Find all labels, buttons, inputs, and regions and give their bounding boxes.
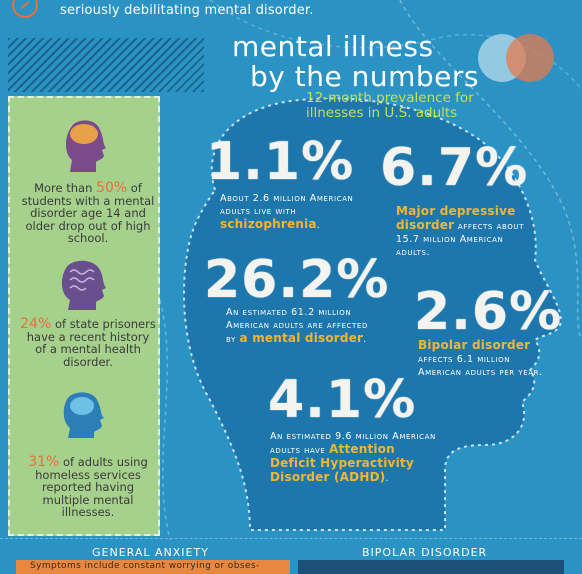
hatch-decoration [8, 38, 204, 92]
stat-depression-value: 6.7% [380, 138, 529, 198]
stat-adhd-value: 4.1% [268, 370, 417, 430]
stat-mental-disorder-value: 26.2% [204, 250, 390, 310]
page-subtitle: 12-month prevalence for illnesses in U.S… [306, 90, 474, 121]
stat-depression-desc: Major depressive disorder affects about … [396, 204, 524, 259]
anxiety-snippet: Symptoms include constant worrying or ob… [30, 561, 260, 571]
head-profile-icon [66, 120, 106, 172]
stat-adhd-desc: An estimated 9.6 million American adults… [270, 431, 436, 484]
page-title-line2: by the numbers [250, 60, 479, 93]
bipolar-banner [298, 560, 564, 574]
decorative-circle [506, 34, 554, 82]
page-title-line1: mental illness [232, 30, 434, 63]
arrow-icon [12, 0, 38, 18]
stat-bipolar-value: 2.6% [414, 282, 563, 342]
brain-head-icon [61, 260, 106, 310]
stat-schizophrenia-desc: About 2.6 million American adults live w… [220, 193, 354, 231]
section-divider [0, 538, 582, 540]
fact-prisoners: 24% of state prisoners have a recent his… [20, 316, 156, 369]
fact-homeless: 31% of adults using homeless services re… [28, 454, 148, 519]
top-strip: seriously debilitating mental disorder. [0, 0, 582, 24]
stat-bipolar-desc: Bipolar disorder affects 6.1 million Ame… [418, 338, 543, 379]
section-label-anxiety: GENERAL ANXIETY [92, 546, 209, 559]
intro-text: seriously debilitating mental disorder. [60, 3, 314, 18]
blue-head-icon [63, 392, 104, 438]
section-label-bipolar: BIPOLAR DISORDER [362, 546, 488, 559]
stat-mental-disorder-desc: An estimated 61.2 million American adult… [226, 307, 368, 345]
facts-panel: More than 50% of students with a mental … [8, 96, 160, 536]
stat-schizophrenia-value: 1.1% [206, 132, 355, 192]
fact-dropout: More than 50% of students with a mental … [21, 180, 155, 245]
anxiety-banner: Symptoms include constant worrying or ob… [16, 560, 290, 574]
